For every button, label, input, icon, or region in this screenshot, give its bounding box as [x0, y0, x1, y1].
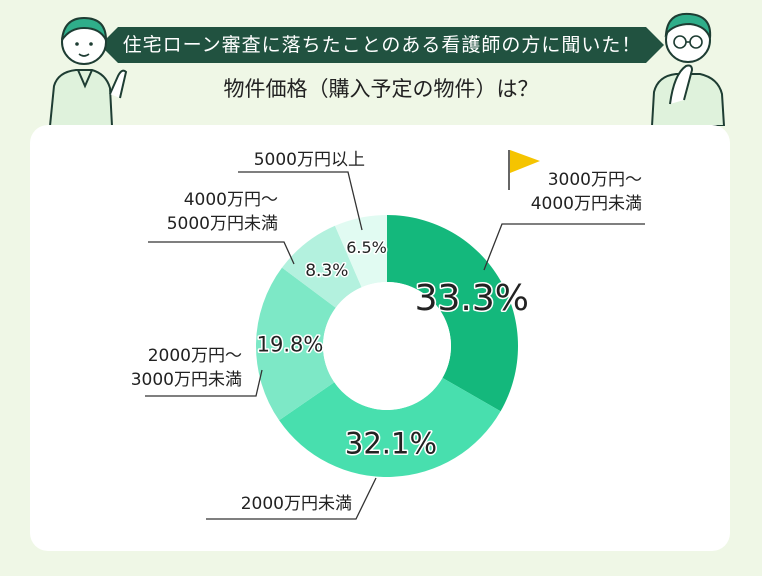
slice-category-label: 2000万円未満 [206, 492, 352, 516]
slice-category-label: 4000万円〜 5000万円未満 [150, 188, 278, 236]
slice-category-label-line: 4000万円〜 [183, 190, 278, 210]
flag-icon [508, 150, 540, 190]
donut-slice [334, 215, 387, 288]
leader-line [483, 223, 645, 271]
slice-category-label-line: 2000万円未満 [240, 494, 352, 514]
slice-category-label: 5000万円以上 [238, 148, 365, 172]
donut-slice [279, 377, 501, 477]
leader-line [238, 171, 363, 231]
leader-line [148, 241, 295, 265]
slice-category-label-line: 3000万円未満 [130, 370, 242, 390]
chart-question: 物件価格（購入予定の物件）は？ [223, 77, 539, 101]
slice-category-label-line: 2000万円〜 [147, 346, 242, 366]
donut-slice [387, 215, 518, 412]
banner-notch-right [646, 27, 664, 63]
survey-banner: 住宅ローン審査に落ちたことのある看護師の方に聞いた！ [118, 27, 646, 63]
slice-percent-label: 33.3% [415, 278, 529, 319]
slice-category-label-line: 4000万円未満 [530, 194, 642, 214]
slice-percent-label: 32.1% [345, 426, 437, 460]
thinking-man-illustration [650, 12, 726, 126]
slice-category-label: 2000万円〜 3000万円未満 [118, 344, 242, 392]
slice-category-label-line: 5000万円以上 [253, 150, 365, 170]
slice-percent-label: 8.3% [305, 261, 348, 281]
slice-percent-label: 19.8% [257, 333, 324, 357]
donut-slice [256, 267, 336, 421]
donut-slice [281, 225, 362, 308]
leader-line [206, 477, 377, 520]
slice-category-label: 3000万円〜 4000万円未満 [497, 168, 642, 216]
slice-category-label-line: 3000万円〜 [547, 170, 642, 190]
slice-category-label-line: 5000万円未満 [166, 214, 278, 234]
nurse-illustration [48, 16, 128, 126]
donut-hole [323, 282, 451, 410]
leader-line [145, 369, 263, 397]
slice-percent-label: 6.5% [346, 238, 387, 257]
